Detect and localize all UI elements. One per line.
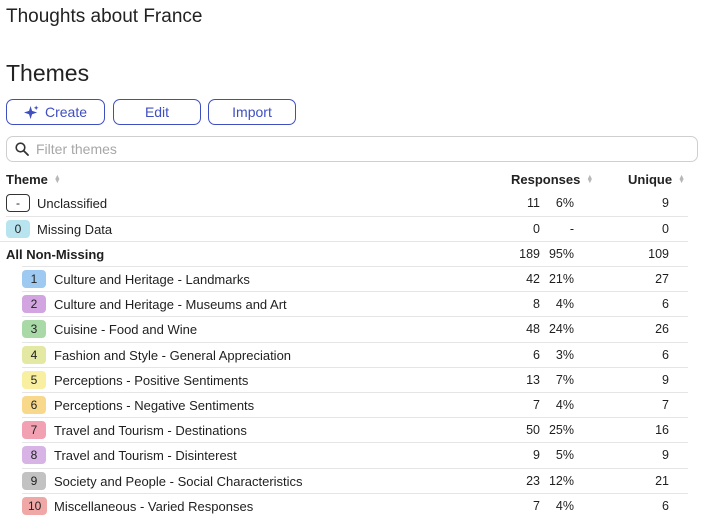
unique-count: 109 [648,247,669,261]
response-percent: 7% [555,372,574,387]
theme-label: Perceptions - Positive Sentiments [54,372,249,388]
unique-count: 6 [662,297,669,312]
column-header-responses-label: Responses [511,172,581,187]
unique-count: 7 [662,398,669,412]
response-percent: 4% [555,297,574,312]
table-row[interactable]: 1 Culture and Heritage - Landmarks 42 21% 27 [22,266,688,291]
theme-badge: 0 [6,220,30,238]
create-button[interactable]: Create [6,99,105,125]
response-percent: 21% [548,272,574,286]
theme-label: Perceptions - Negative Sentiments [54,398,255,413]
theme-badge: 9 [22,471,46,490]
response-percent: 25% [548,423,574,438]
table-row[interactable]: 4 Fashion and Style - General Appreciatio… [22,341,688,367]
response-count: 13 [526,372,540,387]
table-row-unclassified[interactable]: - Unclassified 11 6% 9 [6,191,688,216]
response-percent: 24% [548,322,574,337]
column-header-responses[interactable]: Responses ▲ ▼ [511,172,593,187]
unique-count: 9 [662,196,669,210]
unique-count: 6 [662,498,669,513]
theme-badge: - [6,194,30,212]
table-row[interactable]: 3 Cuisine - Food and Wine 48 24% 26 [22,316,688,341]
response-percent: 4% [555,398,574,412]
table-row-missing-data[interactable]: 0 Missing Data 0 - 0 [6,216,688,241]
theme-badge: 8 [22,446,46,465]
edit-button-label: Edit [144,104,170,120]
theme-label: All Non-Missing [6,247,105,262]
response-count: 7 [533,398,540,412]
response-percent: 12% [548,473,574,488]
import-button-label: Import [232,104,272,120]
theme-badge: 2 [22,295,46,314]
theme-badge: 5 [22,370,46,389]
response-percent: - [569,222,574,236]
response-count: 48 [526,322,540,337]
sparkle-icon [23,104,39,119]
filter-themes-input[interactable] [36,141,676,157]
response-percent: 6% [555,196,574,210]
theme-label: Culture and Heritage - Museums and Art [54,297,287,313]
theme-label: Missing Data [37,222,113,237]
theme-badge: 3 [22,320,46,339]
response-count: 0 [533,222,540,236]
unique-count: 26 [655,322,669,337]
response-count: 189 [519,247,540,261]
response-percent: 95% [548,247,574,261]
unique-count: 9 [662,372,669,387]
table-row[interactable]: 9 Society and People - Social Characteris… [22,467,688,493]
theme-label: Cuisine - Food and Wine [54,322,198,338]
sort-icon: ▲ ▼ [586,173,594,185]
theme-badge: 6 [22,396,46,414]
theme-label: Miscellaneous - Varied Responses [54,498,254,514]
sort-icon: ▲ ▼ [53,173,61,185]
unique-count: 27 [655,272,669,286]
column-header-theme[interactable]: Theme ▲ ▼ [6,172,61,187]
response-percent: 3% [555,347,574,362]
unique-count: 6 [662,347,669,362]
table-row[interactable]: 8 Travel and Tourism - Disinterest 9 5% 9 [22,442,688,467]
app-title: Thoughts about France [6,6,203,27]
create-button-label: Create [44,104,88,120]
edit-button[interactable]: Edit [113,99,201,125]
column-header-unique-label: Unique [628,172,673,187]
sort-icon: ▲ ▼ [678,173,685,185]
column-header-theme-label: Theme [6,172,48,187]
import-button[interactable]: Import [208,99,296,125]
table-row[interactable]: 2 Culture and Heritage - Museums and Art 8… [22,291,688,316]
table-row-all-non-missing[interactable]: All Non-Missing 189 95% 109 [0,241,688,266]
theme-label: Culture and Heritage - Landmarks [54,272,250,287]
theme-label: Fashion and Style - General Appreciation [54,347,292,363]
table-row[interactable]: 5 Perceptions - Positive Sentiments 13 7% 9 [22,366,688,392]
unique-count: 21 [655,473,669,488]
table-row[interactable]: 10 Miscellaneous - Varied Responses 7 4% 6 [22,492,688,518]
theme-badge: 10 [22,496,48,515]
theme-label: Unclassified [37,196,108,211]
theme-label: Society and People - Social Characterist… [54,473,303,489]
response-count: 42 [526,272,540,286]
unique-count: 16 [655,423,669,438]
response-count: 9 [533,448,540,463]
response-count: 7 [533,498,540,513]
response-count: 50 [526,423,540,438]
response-percent: 4% [555,498,574,513]
section-title: Themes [6,60,90,86]
response-count: 6 [533,347,540,362]
response-count: 8 [533,297,540,312]
theme-badge: 1 [22,270,46,288]
response-count: 11 [527,196,540,210]
search-icon [15,142,29,156]
response-percent: 5% [555,448,574,463]
theme-label: Travel and Tourism - Disinterest [54,448,237,464]
table-row[interactable]: 7 Travel and Tourism - Destinations 50 25% 1… [22,417,688,442]
filter-box[interactable] [6,136,698,162]
response-count: 23 [526,473,540,488]
column-header-unique[interactable]: Unique ▲ ▼ [628,172,685,187]
theme-badge: 7 [22,421,46,440]
theme-badge: 4 [22,345,46,364]
unique-count: 0 [662,222,669,236]
table-row[interactable]: 6 Perceptions - Negative Sentiments 7 4% 7 [22,392,688,417]
theme-label: Travel and Tourism - Destinations [54,423,247,439]
unique-count: 9 [662,448,669,463]
